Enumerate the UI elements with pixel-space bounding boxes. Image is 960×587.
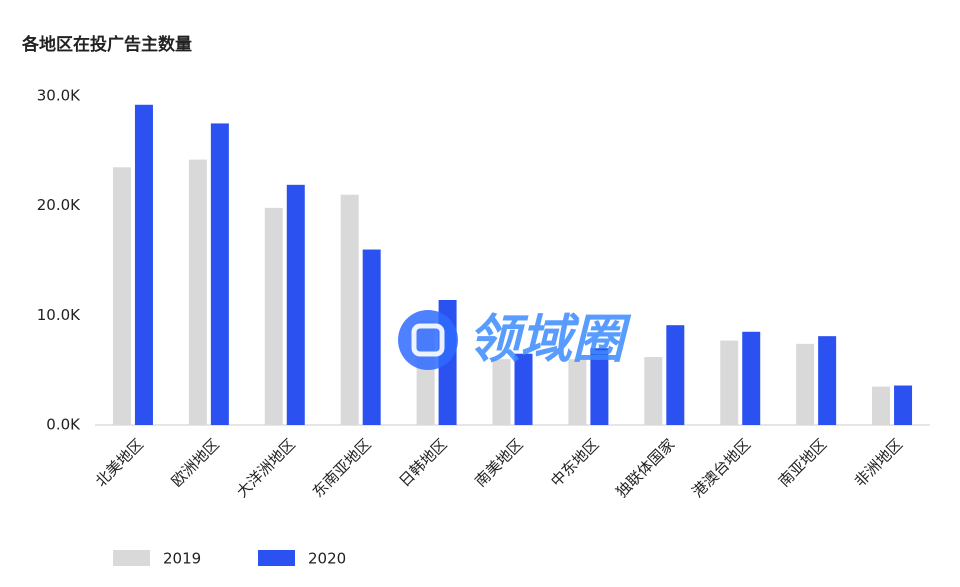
x-tick-label: 东南亚地区: [309, 435, 375, 501]
watermark-icon-inner: [411, 323, 445, 357]
bar: [568, 359, 587, 425]
legend-swatch: [258, 550, 295, 566]
bar: [644, 357, 663, 425]
bar: [872, 386, 891, 425]
bar: [796, 343, 815, 425]
watermark-icon: [398, 310, 458, 370]
x-tick-label: 南美地区: [471, 435, 526, 490]
bar: [264, 207, 283, 425]
bar: [666, 325, 685, 425]
bar: [720, 340, 739, 425]
bar: [210, 123, 229, 426]
legend-swatch: [113, 550, 150, 566]
bar: [894, 385, 913, 425]
chart-title: 各地区在投广告主数量: [21, 34, 192, 55]
bar: [286, 184, 305, 425]
y-tick-label: 30.0K: [37, 87, 81, 105]
x-tick-label: 南亚地区: [775, 435, 830, 490]
x-tick-label: 港澳台地区: [688, 435, 754, 501]
bar: [134, 104, 153, 426]
legend-label: 2020: [308, 550, 346, 568]
bar: [514, 353, 533, 425]
x-tick-label: 欧洲地区: [168, 435, 223, 490]
x-tick-label: 非洲地区: [851, 435, 906, 490]
y-tick-label: 10.0K: [37, 306, 81, 324]
bar: [112, 167, 131, 426]
bar: [362, 249, 381, 425]
bar: [818, 336, 837, 425]
bar: [188, 159, 207, 425]
watermark: 领域圈: [468, 310, 632, 370]
x-tick-label: 大洋洲地区: [233, 435, 299, 501]
bar: [492, 359, 511, 425]
x-tick-label: 北美地区: [92, 435, 147, 490]
y-tick-label: 0.0K: [46, 416, 81, 434]
bar: [340, 194, 359, 425]
y-tick-label: 20.0K: [37, 196, 81, 214]
x-tick-label: 独联体国家: [613, 435, 679, 501]
legend-label: 2019: [163, 550, 201, 568]
x-tick-label: 日韩地区: [395, 435, 450, 490]
bar: [742, 331, 761, 425]
x-tick-label: 中东地区: [547, 435, 602, 490]
bar: [590, 348, 609, 425]
